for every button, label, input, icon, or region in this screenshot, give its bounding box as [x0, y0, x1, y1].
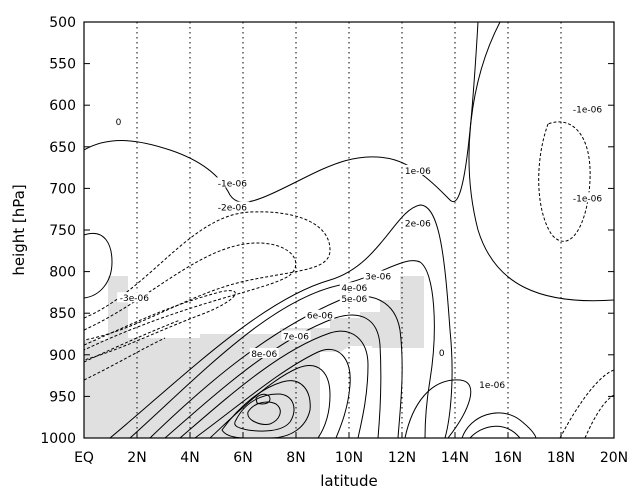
contour-label: 6e-06 — [307, 312, 333, 322]
contour-neg-right-low2 — [584, 394, 614, 438]
x-tick-label: 4N — [180, 450, 199, 466]
contour-label-bg — [281, 330, 311, 341]
contour-pos2 — [129, 260, 435, 438]
contour-label-bg — [215, 177, 250, 188]
x-axis-ticks: EQ 2N 4N 6N 8N 10N 12N 14N 16N 18N 20N — [74, 432, 628, 466]
x-tick-label: 20N — [600, 450, 628, 466]
y-tick-label: 700 — [49, 181, 76, 197]
contour-label: -1e-06 — [573, 194, 602, 204]
contour-neg5 — [84, 337, 166, 381]
y-tick-label: 550 — [49, 57, 76, 73]
contour-label: 1e-06 — [405, 167, 431, 177]
y-tick-label: 600 — [49, 98, 76, 114]
contour-label: -2e-06 — [218, 204, 247, 214]
contour-label-bg — [114, 115, 123, 126]
x-tick-label: 8N — [286, 450, 305, 466]
contour-label: 1e-06 — [479, 381, 505, 391]
y-tick-label: 650 — [49, 140, 76, 156]
y-tick-label: 900 — [49, 348, 76, 364]
y-tick-label: 500 — [49, 15, 76, 31]
contour-label: 8e-06 — [251, 350, 277, 360]
contour-label: 4e-06 — [341, 284, 367, 294]
contour-label-bg — [438, 347, 446, 358]
contour-pos9 — [234, 393, 295, 432]
contour-label: -1e-06 — [218, 179, 247, 189]
contour-pos6 — [194, 348, 351, 438]
contour-label: 0 — [116, 118, 122, 128]
contour-label: 7e-06 — [283, 332, 309, 342]
x-tick-label: EQ — [74, 450, 94, 466]
contour-label-bg — [363, 270, 393, 281]
y-tick-label: 950 — [49, 389, 76, 405]
contour-label-bg — [570, 192, 605, 203]
contour-label-bg — [215, 201, 250, 212]
contour-neg1 — [84, 211, 331, 341]
contour-zero-left-loop — [84, 232, 113, 299]
contour-neg4 — [84, 319, 181, 363]
contour-label-bg — [403, 217, 433, 228]
contour-label-bg — [339, 282, 369, 293]
contour-pos5 — [179, 330, 369, 438]
contour-label: 0 — [439, 349, 445, 359]
contour-pos-right — [461, 412, 537, 438]
contour-label-bg — [249, 347, 279, 358]
contour-zero-lower — [404, 379, 472, 438]
contour-label: -1e-06 — [573, 105, 602, 115]
y-axis-label: height [hPa] — [10, 184, 28, 275]
contour-pos11 — [255, 393, 271, 405]
x-tick-label: 10N — [335, 450, 363, 466]
contour-label-bg — [305, 309, 335, 320]
y-tick-label: 850 — [49, 306, 76, 322]
contour-pos7 — [209, 365, 331, 438]
x-axis-label: latitude — [320, 472, 378, 490]
contour-label-bg — [403, 164, 433, 175]
contour-label-bg — [339, 293, 369, 304]
contour-label: 3e-06 — [365, 273, 391, 283]
contour-pos8 — [221, 380, 311, 438]
contour-labels: 0 -1e-06 -1e-06 -1e-06 -2e-06 -3e-06 1e-06 2e-0… — [114, 103, 605, 391]
contour-neg-right-low — [559, 369, 614, 438]
contour-label: 2e-06 — [405, 219, 431, 229]
contour-zero-upper — [84, 22, 479, 203]
contour-label-bg — [570, 103, 605, 114]
x-tick-label: 6N — [233, 450, 252, 466]
contour-lines — [84, 22, 614, 438]
contour-neg3 — [84, 290, 236, 361]
x-tick-label: 12N — [388, 450, 416, 466]
contour-zero-right — [468, 22, 614, 302]
contour-pos4 — [164, 314, 382, 438]
contour-pos1 — [109, 204, 453, 438]
y-tick-label: 750 — [49, 223, 76, 239]
x-tick-label: 14N — [441, 450, 469, 466]
y-axis-ticks: 500 550 600 650 700 750 800 850 900 950 1000 — [40, 15, 614, 447]
contour-label: -3e-06 — [120, 294, 149, 304]
contour-pos-bottom — [469, 425, 521, 438]
contour-label-bg — [117, 292, 152, 303]
x-tick-label: 2N — [127, 450, 146, 466]
x-tick-label: 16N — [494, 450, 522, 466]
x-tick-label: 18N — [547, 450, 575, 466]
contour-neg1-right — [538, 121, 591, 242]
contour-pos10 — [247, 401, 281, 425]
y-tick-label: 800 — [49, 265, 76, 281]
contour-label-bg — [477, 378, 507, 389]
contour-neg2 — [84, 242, 297, 351]
y-tick-label: 1000 — [40, 431, 76, 447]
contour-label: 5e-06 — [341, 295, 367, 305]
